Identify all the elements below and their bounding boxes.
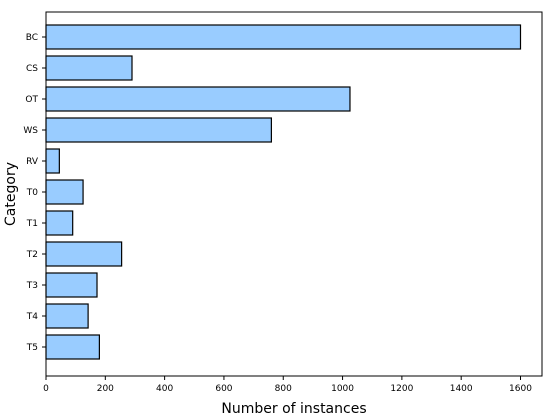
bar-t0 — [45, 179, 84, 205]
y-axis-title: Category — [3, 162, 19, 226]
bar-rv — [45, 148, 60, 174]
x-tick-label: 1600 — [509, 384, 532, 394]
x-axis-ticks: 0 200 400 600 800 1000 1200 1400 1600 — [43, 376, 532, 394]
x-tick-label: 1200 — [390, 384, 413, 394]
x-tick-label: 1000 — [331, 384, 354, 394]
x-tick-label: 0 — [43, 384, 49, 394]
bar-bc — [45, 24, 522, 50]
x-tick-label: 200 — [97, 384, 114, 394]
bar-ws — [45, 117, 272, 143]
y-tick-label: BC — [26, 33, 38, 43]
y-tick-label: T0 — [26, 188, 38, 198]
bar-ot — [45, 86, 351, 112]
x-axis-title: Number of instances — [221, 401, 366, 417]
y-tick-label: T4 — [26, 312, 38, 322]
y-tick-label: RV — [26, 157, 39, 167]
bar-t5 — [45, 334, 100, 360]
y-tick-label: T1 — [26, 219, 38, 229]
y-tick-label: T2 — [26, 250, 38, 260]
y-tick-label: WS — [23, 126, 38, 136]
x-tick-label: 600 — [215, 384, 232, 394]
y-axis-ticks: BC CS OT WS RV T0 T1 T2 T3 T4 T5 — [23, 33, 46, 353]
x-tick-label: 400 — [156, 384, 173, 394]
bar-t3 — [45, 272, 98, 298]
x-tick-label: 1400 — [450, 384, 473, 394]
bars-group — [45, 24, 522, 360]
y-tick-label: T3 — [26, 281, 38, 291]
y-tick-label: T5 — [26, 343, 38, 353]
bar-cs — [45, 55, 133, 81]
bar-t4 — [45, 303, 89, 329]
y-tick-label: CS — [26, 64, 38, 74]
bar-t1 — [45, 210, 74, 236]
y-tick-label: OT — [25, 95, 38, 105]
bar-t2 — [45, 241, 123, 267]
x-tick-label: 800 — [275, 384, 292, 394]
